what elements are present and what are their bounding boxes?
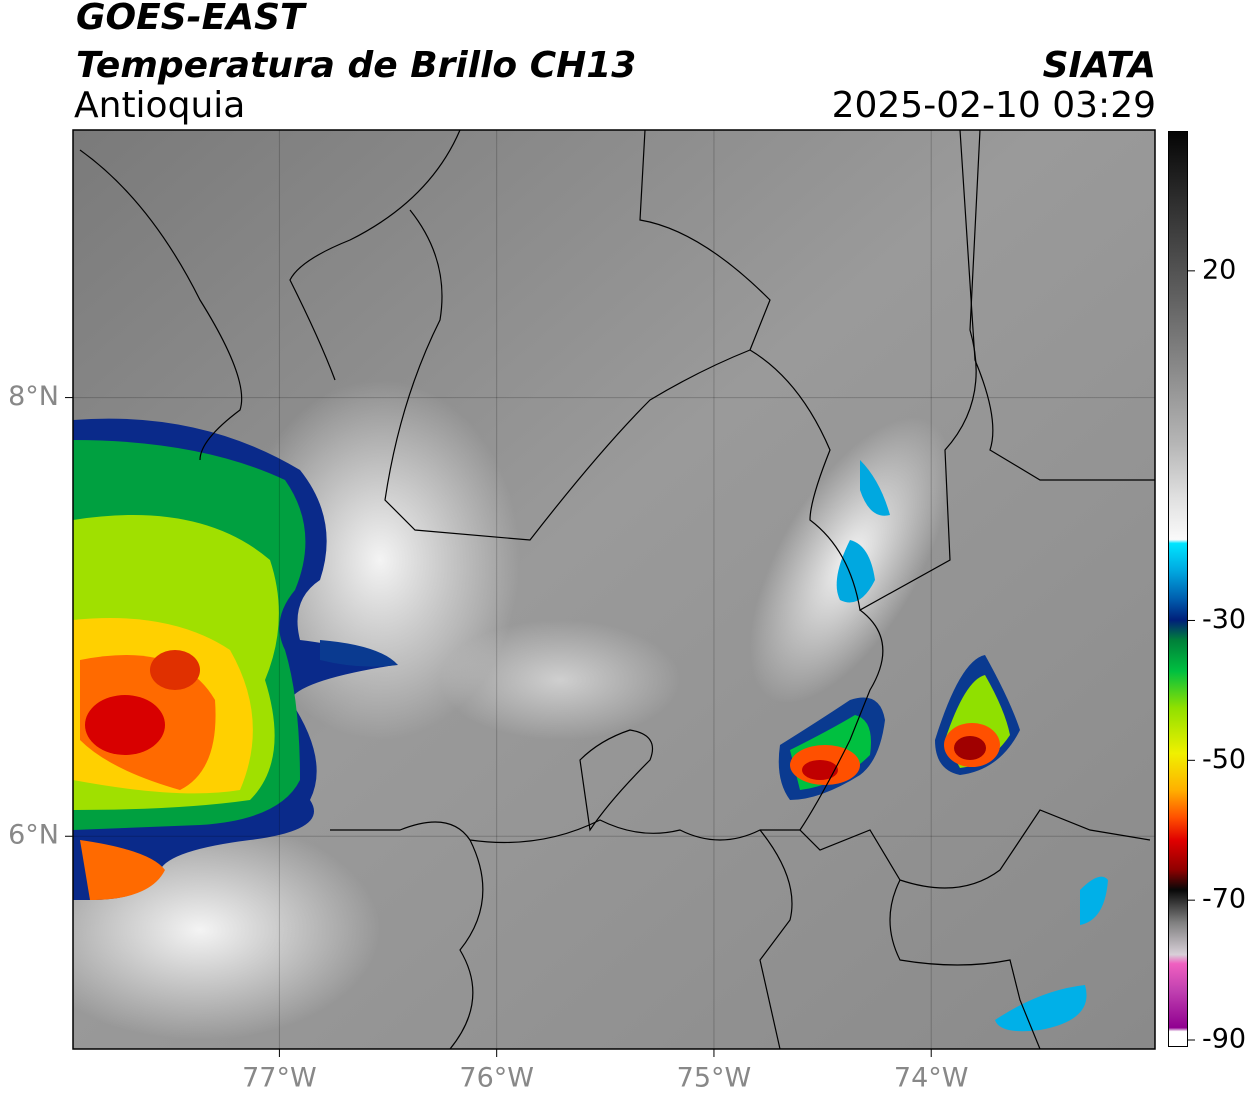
region: Antioquia (74, 85, 246, 126)
imagery (73, 130, 1155, 1049)
source: SIATA (1042, 45, 1156, 86)
map-frame (72, 129, 1156, 1050)
colorbar-tick-label: -50 (1202, 744, 1246, 775)
timestamp: 2025-02-10 03:29 (831, 85, 1156, 126)
y-tick-label: 8°N (8, 381, 59, 412)
colorbar (1168, 131, 1188, 1047)
y-tick-label: 6°N (8, 820, 59, 851)
colorbar-tick-label: 20 (1202, 254, 1236, 285)
x-tick-label: 77°W (242, 1063, 317, 1094)
x-tick-label: 75°W (677, 1063, 752, 1094)
subtitle: Temperatura de Brillo CH13 (76, 45, 637, 86)
colorbar-tick-label: -70 (1202, 884, 1246, 915)
x-tick-label: 74°W (894, 1063, 969, 1094)
colorbar-tick-label: -90 (1202, 1024, 1246, 1055)
colorbar-tick-label: -30 (1202, 604, 1246, 635)
title: GOES-EAST (76, 0, 305, 38)
x-tick-label: 76°W (459, 1063, 534, 1094)
